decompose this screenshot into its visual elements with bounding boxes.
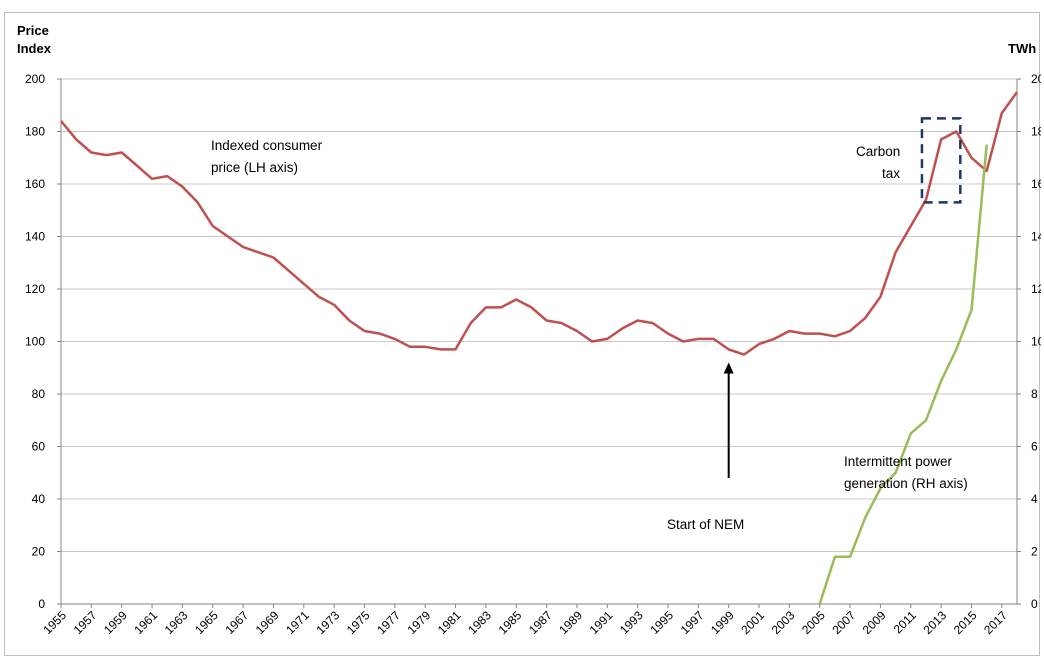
y-tick-label-left: 140 <box>25 230 45 244</box>
x-tick-label: 1975 <box>344 608 373 637</box>
x-tick-label: 1965 <box>192 608 221 637</box>
y-tick-label-right: 18 <box>1031 125 1041 139</box>
x-tick-label: 1987 <box>526 608 555 637</box>
x-tick-label: 1995 <box>647 608 676 637</box>
y-tick-label-left: 100 <box>25 335 45 349</box>
x-tick-label: 1957 <box>71 608 100 637</box>
y-tick-label-right: 8 <box>1031 387 1038 401</box>
y-tick-label-right: 0 <box>1031 597 1038 611</box>
x-tick-label: 1991 <box>587 608 616 637</box>
x-tick-label: 2005 <box>799 608 828 637</box>
y-tick-label-left: 20 <box>32 545 46 559</box>
y-tick-label-left: 120 <box>25 282 45 296</box>
y-tick-label-left: 60 <box>32 440 46 454</box>
series-group <box>60 91 1019 605</box>
x-tick-label: 1971 <box>283 608 312 637</box>
y-tick-label-left: 180 <box>25 125 45 139</box>
y-tick-label-right: 14 <box>1031 230 1041 244</box>
annotation-intermittent-line1: Intermittent power <box>844 454 953 469</box>
annotation-intermittent-line2: generation (RH axis) <box>844 476 968 491</box>
y-tick-label-right: 12 <box>1031 282 1041 296</box>
x-tick-label: 1977 <box>374 608 403 637</box>
annotation-start-of-nem: Start of NEM <box>667 517 744 532</box>
x-tick-label: 2007 <box>829 608 858 637</box>
x-tick-label: 2011 <box>891 608 919 636</box>
chart-frame: 0 20 40 60 80 100 120 140 160 180 200 0 2 4 6 8 10 12 14 1… <box>4 12 1041 656</box>
x-tick-label: 1989 <box>556 608 585 637</box>
x-tick-label: 1959 <box>101 608 130 637</box>
series-line-consumer-price <box>60 91 1019 356</box>
annotation-consumer-price-line1: Indexed consumer <box>211 138 323 153</box>
nem-arrowhead <box>723 362 734 374</box>
x-tick-label: 1981 <box>435 608 464 637</box>
series-line-intermittent-generation <box>818 144 988 605</box>
y-tick-label-left: 80 <box>32 387 46 401</box>
x-tick-label: 1979 <box>405 608 434 637</box>
gridlines <box>61 78 1017 552</box>
annotation-carbon-tax-line1: Carbon <box>856 144 900 159</box>
x-tick-label: 2003 <box>769 608 798 637</box>
y-ticks-right: 0 2 4 6 8 10 12 14 16 18 20 <box>1017 72 1041 611</box>
x-tick-label: 1983 <box>465 608 494 637</box>
x-tick-label: 1969 <box>253 608 282 637</box>
y-tick-label-right: 4 <box>1031 492 1038 506</box>
x-tick-label: 1955 <box>40 608 69 637</box>
y-tick-label-right: 6 <box>1031 440 1038 454</box>
x-ticks: 1955 1957 1959 1961 1963 1965 1967 1969 1971 1973… <box>40 604 1010 637</box>
x-tick-label: 2001 <box>738 608 767 637</box>
y-tick-label-left: 40 <box>32 492 46 506</box>
y-tick-label-right: 20 <box>1031 72 1041 86</box>
y-axis-right-title: TWh <box>1008 41 1036 56</box>
x-tick-label: 1963 <box>162 608 191 637</box>
y-axis-left-title-line2: Index <box>17 41 52 56</box>
x-tick-label: 1967 <box>222 608 251 637</box>
x-tick-label: 2017 <box>981 608 1010 637</box>
y-tick-label-left: 160 <box>25 177 45 191</box>
x-tick-label: 1993 <box>617 608 646 637</box>
x-tick-label: 2009 <box>860 608 889 637</box>
carbon-tax-box <box>920 117 962 204</box>
x-tick-label: 2015 <box>951 608 980 637</box>
x-tick-label: 2013 <box>920 608 949 637</box>
x-tick-label: 1999 <box>708 608 737 637</box>
x-tick-label: 1997 <box>678 608 707 637</box>
annotation-consumer-price-line2: price (LH axis) <box>211 160 298 175</box>
y-tick-label-right: 16 <box>1031 177 1041 191</box>
x-tick-label: 1973 <box>313 608 342 637</box>
y-tick-label-right: 2 <box>1031 545 1038 559</box>
y-tick-label-left: 200 <box>25 72 45 86</box>
y-tick-label-left: 0 <box>38 597 45 611</box>
x-tick-label: 1985 <box>496 608 525 637</box>
chart-svg: 0 20 40 60 80 100 120 140 160 180 200 0 2 4 6 8 10 12 14 1… <box>17 23 1041 637</box>
annotation-carbon-tax-line2: tax <box>882 166 900 181</box>
x-tick-label: 1961 <box>131 608 160 637</box>
y-ticks-left: 0 20 40 60 80 100 120 140 160 180 200 <box>25 72 61 611</box>
y-tick-label-right: 10 <box>1031 335 1041 349</box>
y-axis-left-title-line1: Price <box>17 23 49 38</box>
